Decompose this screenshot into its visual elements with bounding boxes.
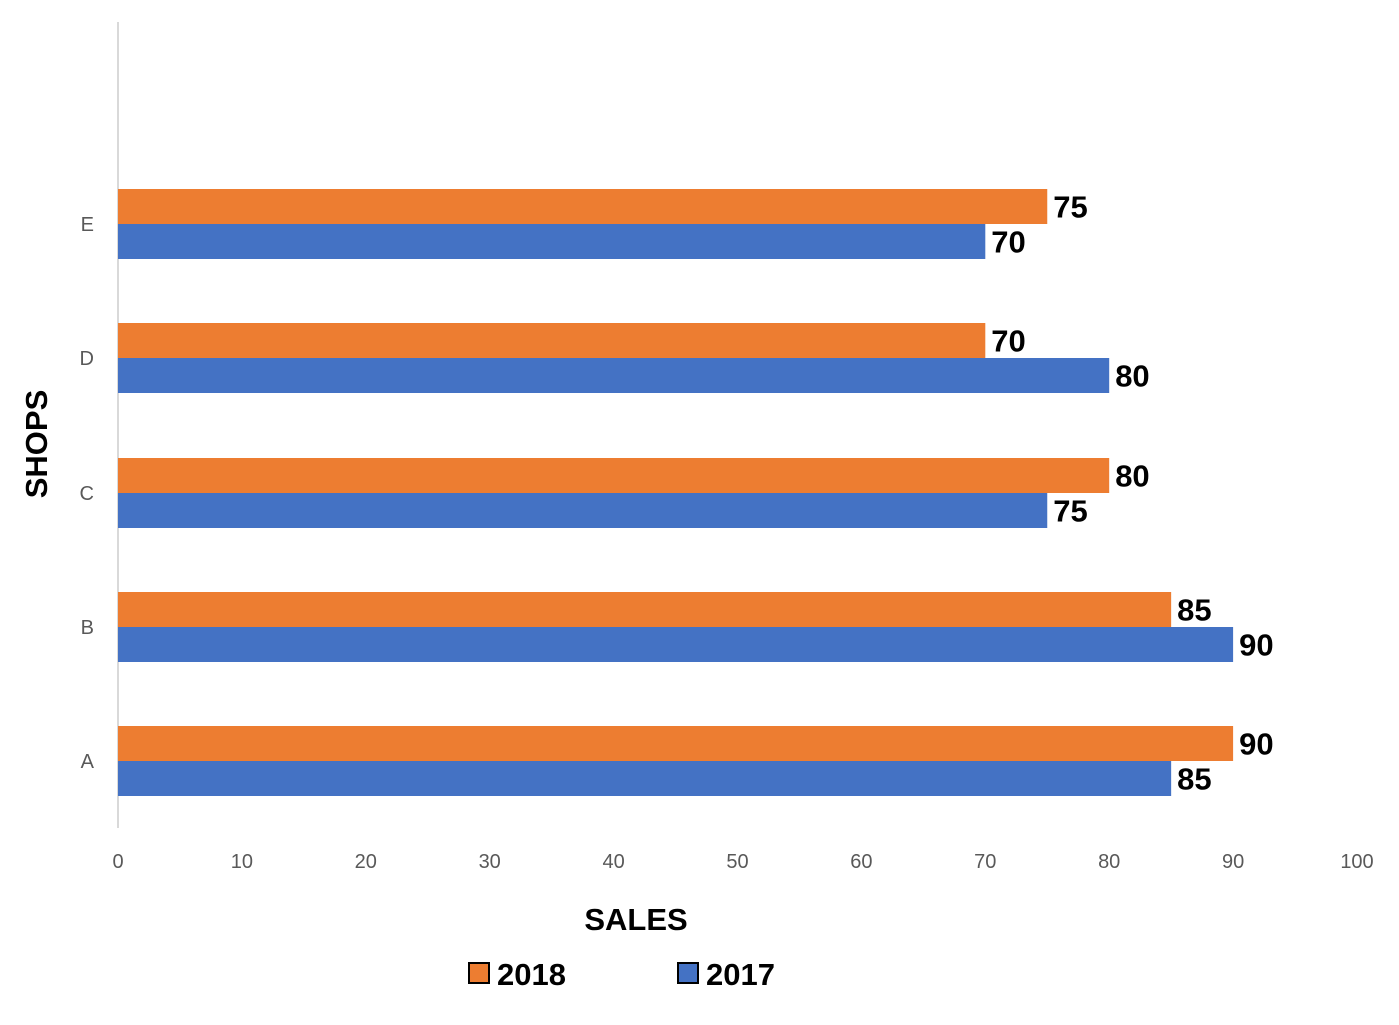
- bar-E-2017: [118, 224, 986, 259]
- y-axis-title: SHOPS: [19, 390, 54, 499]
- legend: 2018 2017: [468, 957, 775, 992]
- bar-C-2017: [118, 493, 1048, 528]
- x-tick-label-30: 30: [479, 851, 501, 873]
- data-label-B-2017: 90: [1239, 628, 1273, 663]
- x-tick-label-80: 80: [1098, 851, 1120, 873]
- legend-swatch-2018: [468, 962, 490, 984]
- data-label-C-2017: 75: [1053, 494, 1087, 529]
- data-label-E-2017: 70: [991, 225, 1025, 260]
- data-labels-layer: 90 85 85 90 80 75 70 80 75 70: [991, 190, 1273, 797]
- category-labels-layer: A B C D E: [80, 214, 95, 773]
- data-label-A-2018: 90: [1239, 727, 1273, 762]
- bar-C-2018: [118, 458, 1110, 493]
- bar-B-2018: [118, 592, 1172, 627]
- bar-E-2018: [118, 189, 1048, 224]
- bar-B-2017: [118, 627, 1234, 662]
- data-label-E-2018: 75: [1053, 190, 1087, 225]
- category-label-C: C: [80, 483, 94, 505]
- legend-label-2018: 2018: [497, 957, 566, 992]
- x-tick-label-0: 0: [112, 851, 123, 873]
- x-tick-label-10: 10: [231, 851, 253, 873]
- x-tick-labels-layer: 0 10 20 30 40 50 60 70 80 90 100: [112, 851, 1373, 873]
- x-tick-label-100: 100: [1340, 851, 1373, 873]
- x-tick-label-90: 90: [1222, 851, 1244, 873]
- data-label-A-2017: 85: [1177, 762, 1211, 797]
- x-tick-label-20: 20: [355, 851, 377, 873]
- data-label-B-2018: 85: [1177, 593, 1211, 628]
- legend-swatch-2017: [677, 962, 699, 984]
- data-label-D-2018: 70: [991, 324, 1025, 359]
- bar-A-2018: [118, 726, 1234, 761]
- legend-label-2017: 2017: [706, 957, 775, 992]
- x-tick-label-60: 60: [850, 851, 872, 873]
- category-label-B: B: [81, 617, 94, 639]
- category-label-E: E: [81, 214, 94, 236]
- bar-D-2018: [118, 323, 986, 358]
- x-tick-label-50: 50: [726, 851, 748, 873]
- x-tick-label-40: 40: [602, 851, 624, 873]
- bar-A-2017: [118, 761, 1172, 796]
- data-label-D-2017: 80: [1115, 359, 1149, 394]
- category-label-D: D: [80, 348, 94, 370]
- data-label-C-2018: 80: [1115, 459, 1149, 494]
- bars-layer: [118, 189, 1234, 796]
- bar-D-2017: [118, 358, 1110, 393]
- x-axis-title: SALES: [584, 902, 687, 937]
- category-label-A: A: [81, 751, 95, 773]
- x-tick-label-70: 70: [974, 851, 996, 873]
